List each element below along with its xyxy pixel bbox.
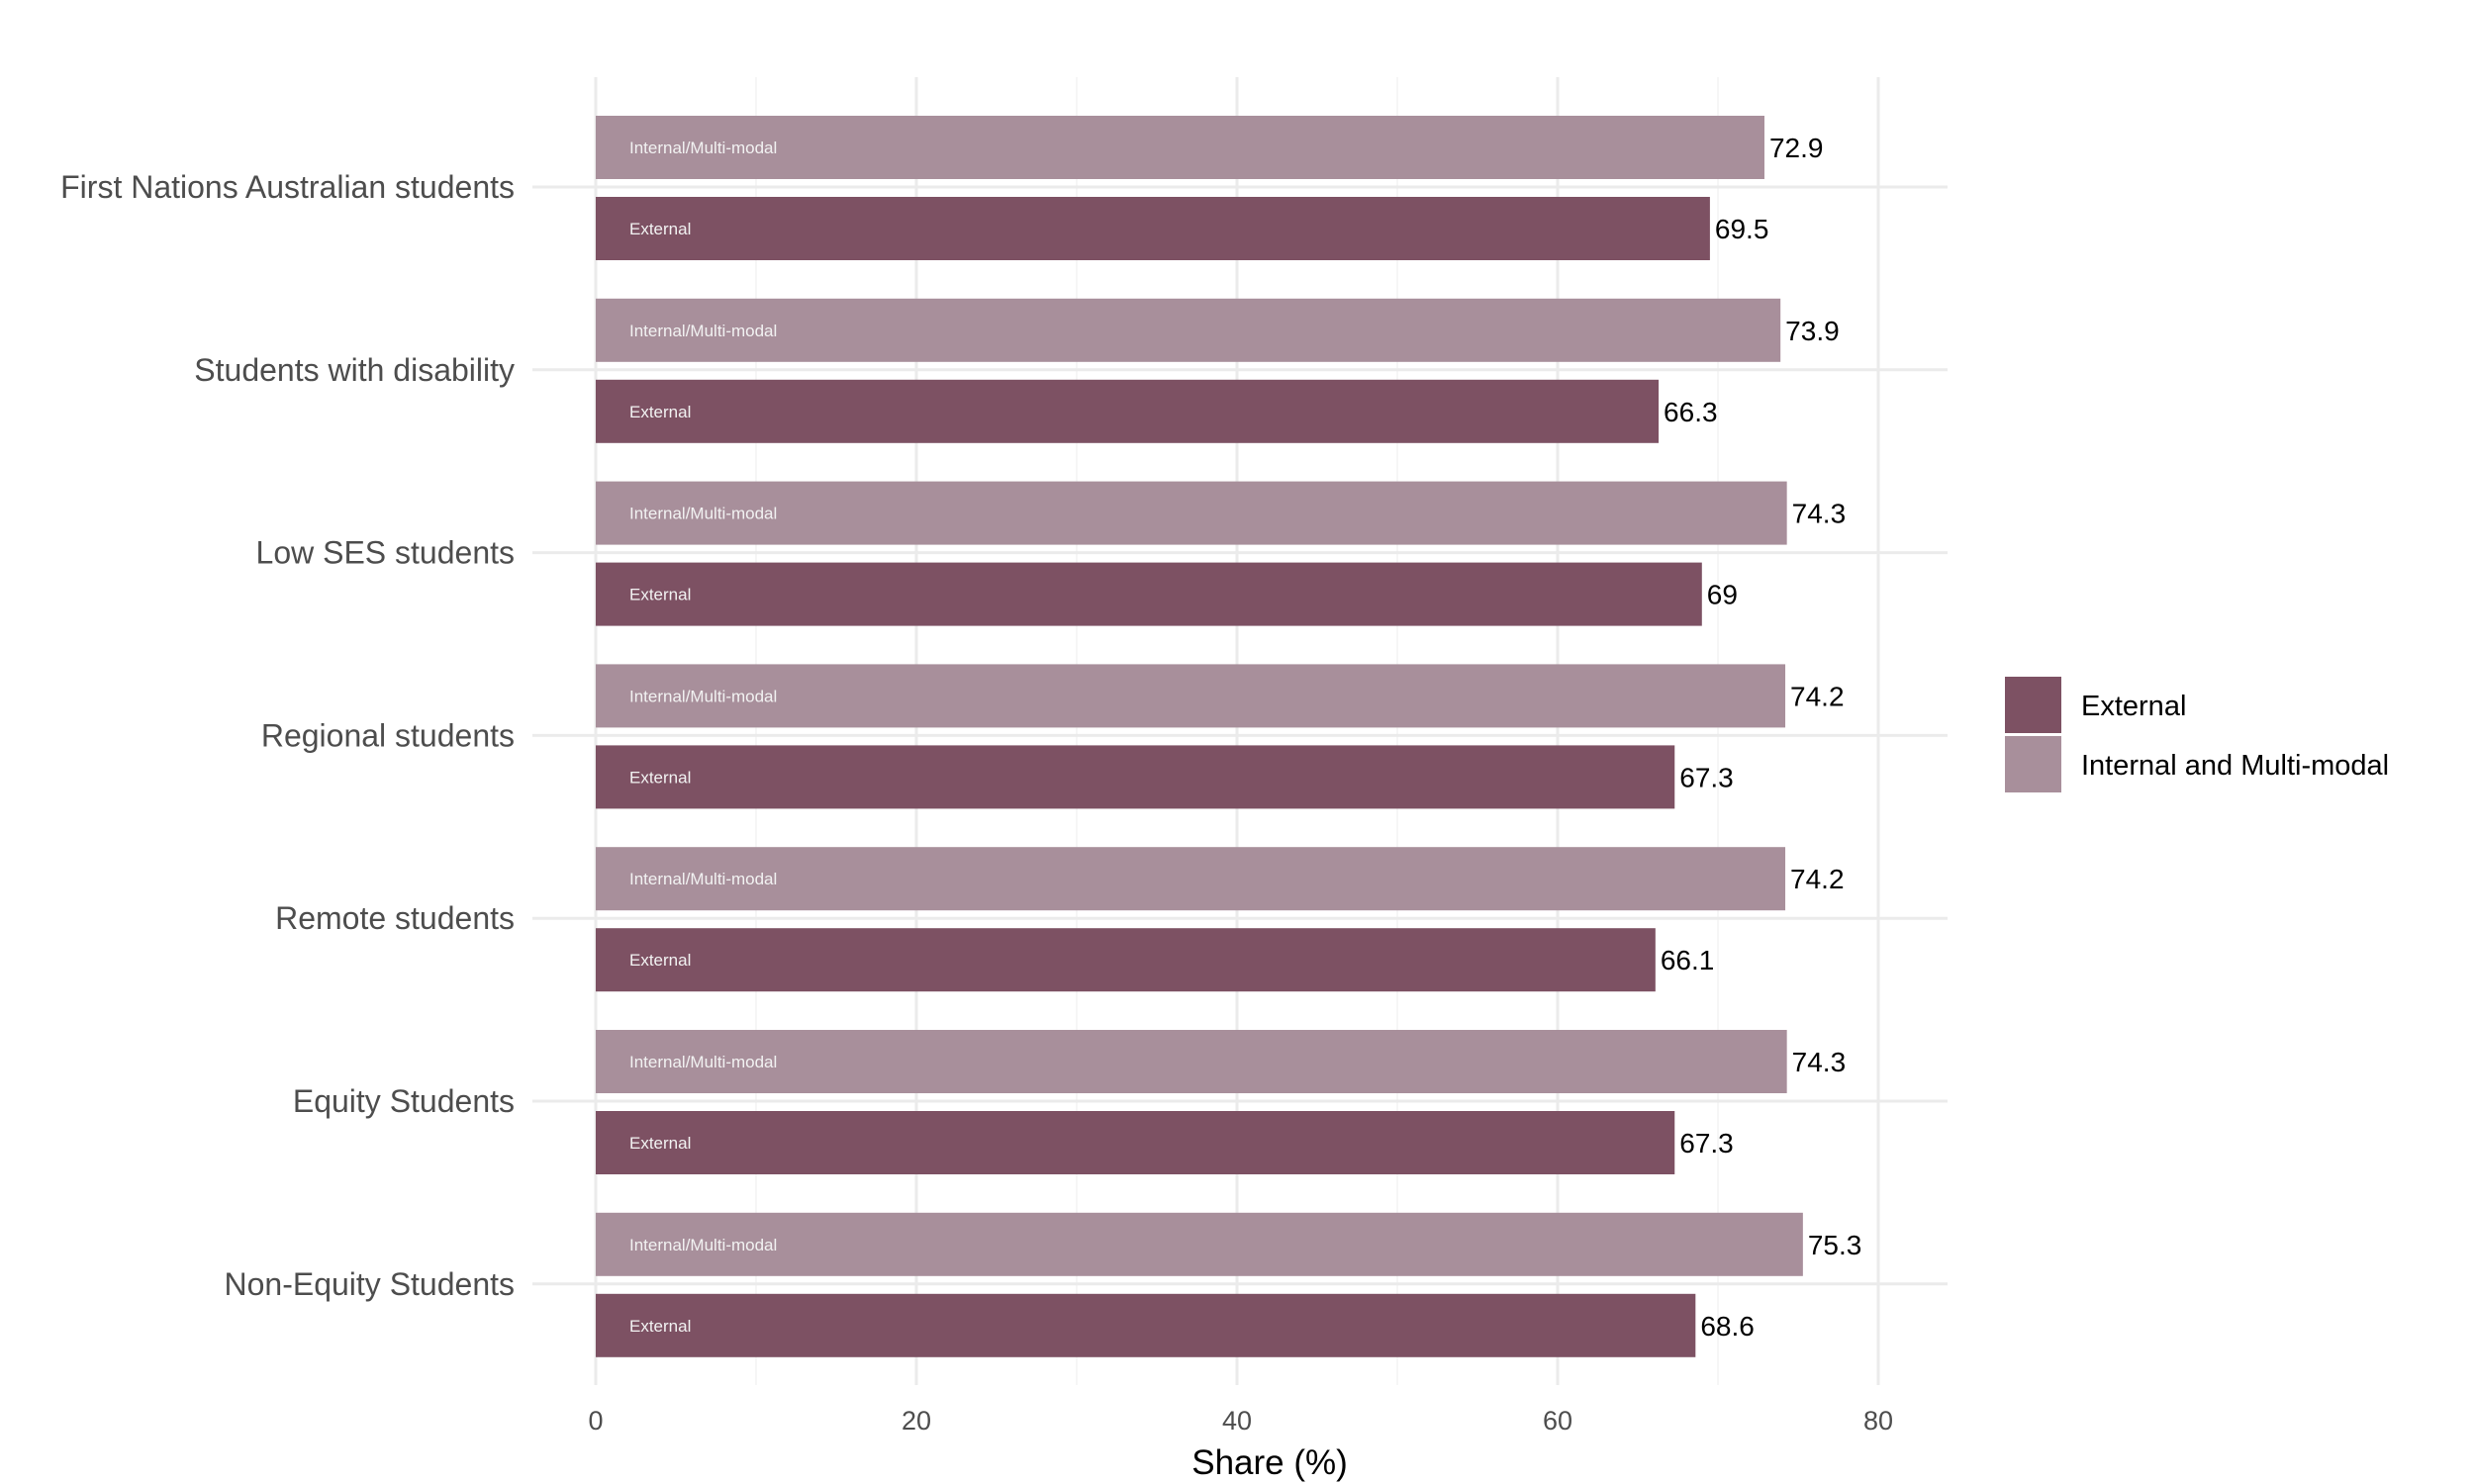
bar [596, 928, 1656, 992]
data-label: 74.2 [1790, 864, 1845, 894]
bar-series-label: External [629, 1134, 691, 1153]
data-label: 67.3 [1679, 1128, 1734, 1159]
bar [596, 562, 1702, 626]
bar-series-label: External [629, 220, 691, 238]
data-label: 68.6 [1700, 1311, 1755, 1342]
bar-series-label: Internal/Multi-modal [629, 687, 777, 705]
x-tick-label: 60 [1543, 1406, 1572, 1436]
x-tick-label: 0 [588, 1406, 603, 1436]
data-label: 75.3 [1808, 1230, 1862, 1260]
bar [596, 481, 1787, 545]
x-axis-title: Share (%) [1191, 1443, 1348, 1482]
bars: Internal/Multi-modal 72.9 External 69.5 Inte… [596, 116, 1861, 1357]
bar [596, 197, 1710, 260]
data-label: 73.9 [1785, 316, 1840, 346]
category-labels: First Nations Australian students Student… [60, 169, 515, 1302]
bar-series-label: External [629, 1317, 691, 1336]
bar-series-label: External [629, 586, 691, 604]
data-label: 72.9 [1769, 133, 1824, 163]
data-label: 74.3 [1792, 1047, 1847, 1077]
bar-series-label: Internal/Multi-modal [629, 1236, 777, 1254]
bar-series-label: External [629, 951, 691, 970]
bar [596, 664, 1786, 728]
bar-series-label: External [629, 768, 691, 787]
category-label: Equity Students [293, 1083, 515, 1119]
legend-label: External [2081, 691, 2186, 722]
data-label: 66.1 [1661, 945, 1715, 975]
x-tick-label: 20 [902, 1406, 931, 1436]
bar-series-label: Internal/Multi-modal [629, 1053, 777, 1071]
data-label: 69 [1707, 580, 1738, 610]
category-label: First Nations Australian students [60, 169, 515, 205]
category-label: Students with disability [194, 352, 515, 388]
bar [596, 1212, 1803, 1276]
bar-series-label: Internal/Multi-modal [629, 322, 777, 340]
legend-key [2005, 736, 2061, 792]
bar [596, 847, 1786, 911]
data-label: 69.5 [1715, 214, 1769, 244]
x-tick-label: 40 [1222, 1406, 1252, 1436]
legend: External Internal and Multi-modal [2005, 677, 2389, 792]
category-label: Remote students [275, 900, 515, 936]
category-label: Regional students [261, 717, 515, 753]
bar [596, 745, 1675, 809]
legend-label: Internal and Multi-modal [2081, 750, 2389, 782]
data-label: 67.3 [1679, 762, 1734, 792]
bar [596, 1030, 1787, 1093]
data-label: 66.3 [1664, 397, 1718, 427]
bar [596, 1293, 1696, 1357]
bar-series-label: Internal/Multi-modal [629, 870, 777, 888]
x-tick-label: 80 [1863, 1406, 1893, 1436]
data-label: 74.3 [1792, 499, 1847, 529]
bar-series-label: External [629, 403, 691, 421]
bar [596, 379, 1660, 443]
bar [596, 298, 1781, 362]
bar [596, 116, 1764, 179]
grid-lines [532, 77, 1948, 1385]
x-tick-labels: 0 20 40 60 80 [588, 1406, 1893, 1436]
bar-series-label: Internal/Multi-modal [629, 139, 777, 157]
category-label: Non-Equity Students [225, 1266, 516, 1302]
bar-series-label: Internal/Multi-modal [629, 505, 777, 523]
category-label: Low SES students [256, 535, 515, 571]
legend-key [2005, 677, 2061, 733]
bar [596, 1111, 1675, 1174]
data-label: 74.2 [1790, 681, 1845, 711]
